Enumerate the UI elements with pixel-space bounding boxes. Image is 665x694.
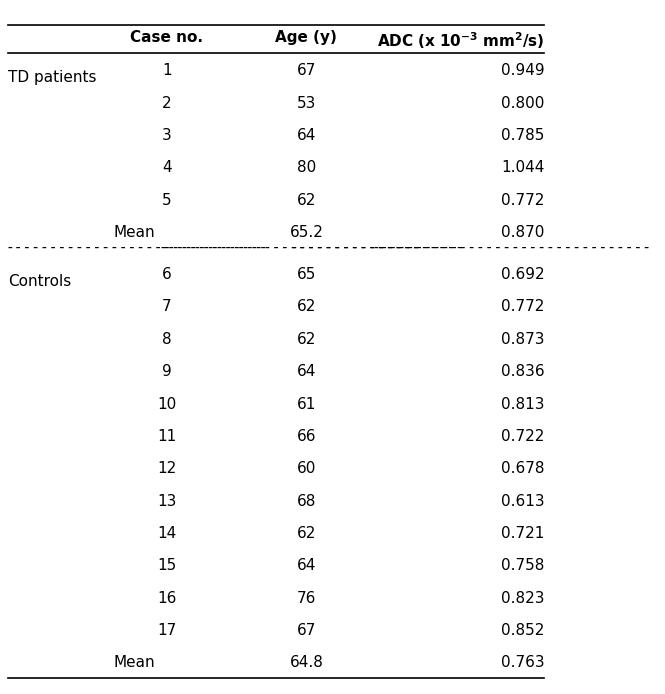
Text: 0.772: 0.772 xyxy=(501,300,544,314)
Text: 65: 65 xyxy=(297,267,316,282)
Text: 0.692: 0.692 xyxy=(501,267,544,282)
Text: 14: 14 xyxy=(157,526,176,541)
Text: 16: 16 xyxy=(157,591,176,606)
Text: 67: 67 xyxy=(297,63,316,78)
Text: TD patients: TD patients xyxy=(8,70,96,85)
Text: Case no.: Case no. xyxy=(130,31,203,45)
Text: 76: 76 xyxy=(297,591,316,606)
Text: ------------------------------: ------------------------------ xyxy=(159,240,421,255)
Text: Controls: Controls xyxy=(8,273,72,289)
Text: 0.870: 0.870 xyxy=(501,225,544,240)
Text: 62: 62 xyxy=(297,332,316,347)
Text: 0.721: 0.721 xyxy=(501,526,544,541)
Text: 65.2: 65.2 xyxy=(289,225,323,240)
Text: 3: 3 xyxy=(162,128,172,143)
Text: 12: 12 xyxy=(157,462,176,476)
Text: 0.678: 0.678 xyxy=(501,462,544,476)
Text: 0.852: 0.852 xyxy=(501,623,544,638)
Text: 5: 5 xyxy=(162,193,172,208)
Text: 64: 64 xyxy=(297,128,316,143)
Text: 68: 68 xyxy=(297,493,316,509)
Text: 62: 62 xyxy=(297,526,316,541)
Text: 62: 62 xyxy=(297,300,316,314)
Text: Age (y): Age (y) xyxy=(275,31,337,45)
Text: 0.722: 0.722 xyxy=(501,429,544,444)
Text: 0.873: 0.873 xyxy=(501,332,544,347)
Text: 61: 61 xyxy=(297,396,316,412)
Text: 80: 80 xyxy=(297,160,316,176)
Text: 11: 11 xyxy=(157,429,176,444)
Text: 7: 7 xyxy=(162,300,172,314)
Text: 6: 6 xyxy=(162,267,172,282)
Text: 9: 9 xyxy=(162,364,172,379)
Text: ------------------------------: ------------------------------ xyxy=(5,240,268,255)
Text: 0.763: 0.763 xyxy=(501,655,544,670)
Text: 0.800: 0.800 xyxy=(501,96,544,110)
Text: 15: 15 xyxy=(157,559,176,573)
Text: 66: 66 xyxy=(297,429,316,444)
Text: 64.8: 64.8 xyxy=(289,655,323,670)
Text: 0.758: 0.758 xyxy=(501,559,544,573)
Text: 8: 8 xyxy=(162,332,172,347)
Text: 62: 62 xyxy=(297,193,316,208)
Text: 2: 2 xyxy=(162,96,172,110)
Text: 0.813: 0.813 xyxy=(501,396,544,412)
Text: 4: 4 xyxy=(162,160,172,176)
Text: 0.613: 0.613 xyxy=(501,493,544,509)
Text: 10: 10 xyxy=(157,396,176,412)
Text: 64: 64 xyxy=(297,559,316,573)
Text: 0.836: 0.836 xyxy=(501,364,544,379)
Text: 64: 64 xyxy=(297,364,316,379)
Text: 60: 60 xyxy=(297,462,316,476)
Text: 0.785: 0.785 xyxy=(501,128,544,143)
Text: 0.823: 0.823 xyxy=(501,591,544,606)
Text: $\bf{ADC}$ $\bf{(x\ 10^{-3}\ mm^{2}/s)}$: $\bf{ADC}$ $\bf{(x\ 10^{-3}\ mm^{2}/s)}$ xyxy=(377,31,544,51)
Text: 53: 53 xyxy=(297,96,316,110)
Text: 0.949: 0.949 xyxy=(501,63,544,78)
Text: 0.772: 0.772 xyxy=(501,193,544,208)
Text: --------------------------------: -------------------------------- xyxy=(372,240,652,255)
Text: 1.044: 1.044 xyxy=(501,160,544,176)
Text: Mean: Mean xyxy=(113,225,155,240)
Text: 13: 13 xyxy=(157,493,176,509)
Text: 67: 67 xyxy=(297,623,316,638)
Text: --------------------: -------------------- xyxy=(290,240,465,255)
Text: 17: 17 xyxy=(157,623,176,638)
Text: Mean: Mean xyxy=(113,655,155,670)
Text: 1: 1 xyxy=(162,63,172,78)
